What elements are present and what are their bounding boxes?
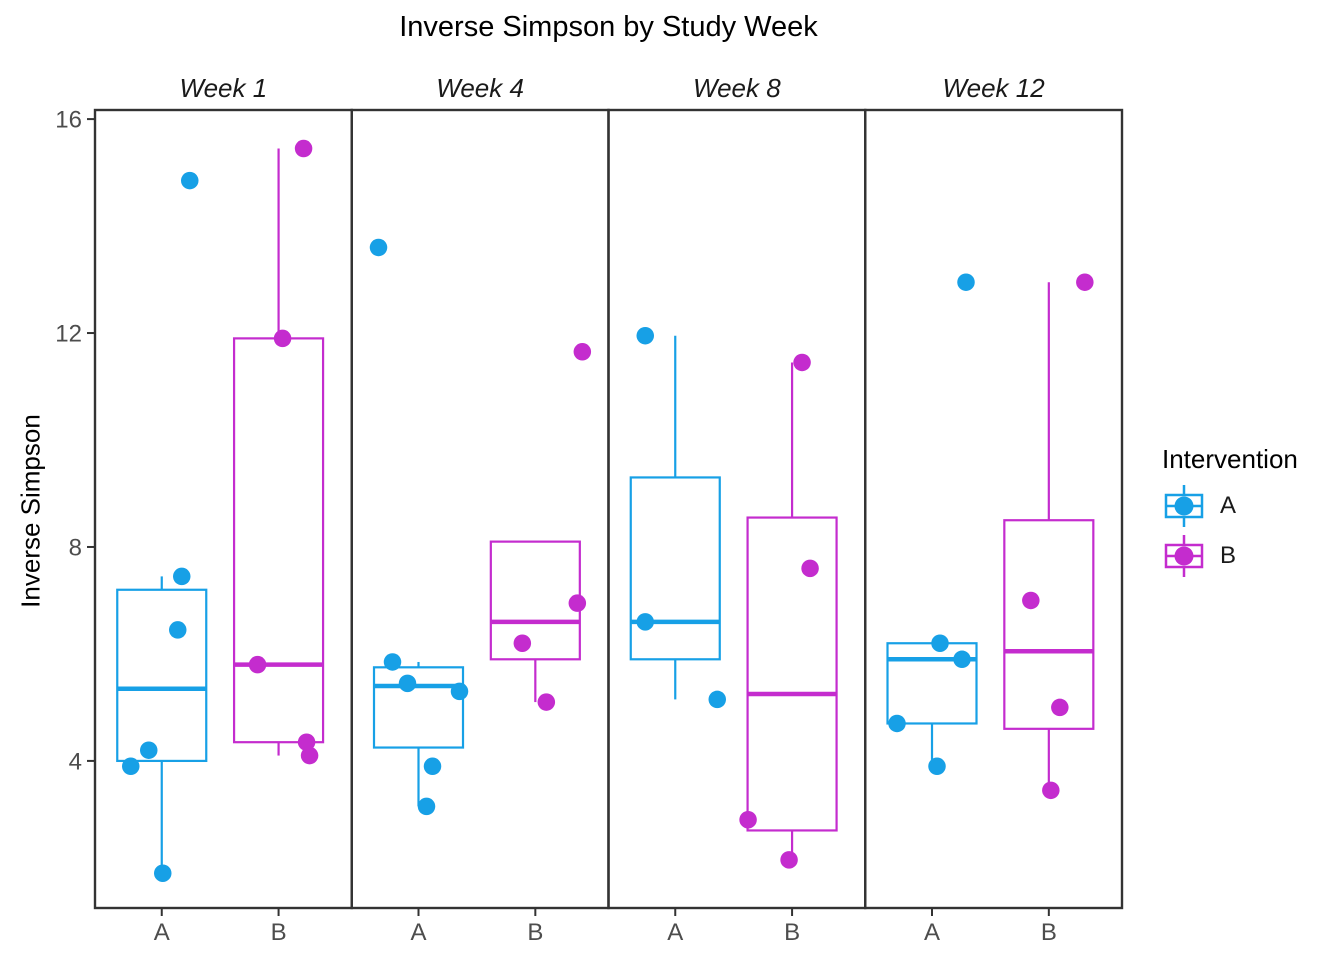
box — [116, 588, 208, 763]
legend-item-label: A — [1220, 492, 1237, 519]
legend-item-b: B — [1162, 533, 1298, 579]
jitter-point — [297, 733, 316, 751]
jitter-point — [537, 693, 556, 711]
jitter-point — [417, 797, 436, 816]
legend-title: Intervention — [1162, 444, 1298, 474]
y-axis-tick-label: 8 — [69, 534, 82, 561]
box — [232, 337, 325, 744]
jitter-point — [931, 634, 949, 652]
box — [372, 666, 465, 749]
jitter-point — [383, 653, 402, 671]
legend-point — [1174, 496, 1194, 516]
jitter-point — [888, 714, 906, 733]
jitter-point — [181, 171, 199, 190]
legend-key-svg — [1164, 535, 1204, 577]
jitter-point — [248, 655, 267, 674]
jitter-point — [1042, 781, 1060, 800]
jitter-point — [154, 864, 172, 882]
jitter-point — [957, 273, 975, 291]
x-axis-tick-label: A — [154, 919, 170, 946]
jitter-point — [1051, 698, 1069, 717]
jitter-point — [169, 621, 187, 639]
jitter-point — [801, 559, 819, 578]
facet-strip-label: Week 1 — [180, 73, 268, 103]
x-axis-tick-label: A — [667, 919, 683, 946]
jitter-point — [739, 810, 757, 829]
y-axis-tick-label: 16 — [55, 107, 82, 134]
box — [746, 516, 838, 832]
box — [489, 540, 581, 661]
y-axis-tick-label: 12 — [55, 321, 82, 348]
y-axis-tick-label: 4 — [69, 748, 82, 775]
jitter-point — [423, 757, 442, 776]
jitter-point — [573, 343, 592, 361]
legend-key-svg — [1164, 485, 1204, 527]
facet-strip-label: Week 4 — [436, 73, 524, 103]
jitter-point — [793, 353, 811, 372]
panel-border — [350, 108, 610, 910]
jitter-point — [173, 567, 191, 586]
facet-strip-label: Week 8 — [693, 73, 781, 103]
x-axis-tick-label: B — [784, 919, 800, 946]
chart-title: Inverse Simpson by Study Week — [399, 11, 818, 43]
x-axis-tick-label: A — [924, 919, 940, 946]
legend-item-a: A — [1162, 483, 1298, 529]
jitter-point — [300, 746, 319, 765]
jitter-point — [140, 741, 158, 759]
box — [1003, 519, 1095, 730]
jitter-point — [568, 594, 587, 612]
legend-boxplot-glyph-b — [1162, 533, 1206, 579]
jitter-point — [636, 613, 655, 631]
facet-strip-label: Week 12 — [943, 73, 1046, 103]
jitter-point — [1022, 591, 1040, 610]
jitter-point — [398, 674, 417, 693]
legend-boxplot-glyph-a — [1162, 483, 1206, 529]
jitter-point — [273, 329, 292, 348]
x-axis-tick-label: B — [1041, 919, 1057, 946]
jitter-point — [450, 682, 469, 701]
legend-point — [1174, 546, 1194, 566]
jitter-point — [294, 139, 313, 158]
x-axis-tick-label: B — [271, 919, 287, 946]
jitter-point — [928, 757, 946, 776]
jitter-point — [513, 634, 532, 652]
jitter-point — [636, 326, 655, 345]
legend: Intervention A B — [1162, 444, 1298, 579]
jitter-point — [1076, 273, 1094, 291]
jitter-point — [953, 650, 971, 669]
x-axis-tick-label: B — [527, 919, 543, 946]
jitter-point — [122, 757, 140, 776]
legend-item-label: B — [1220, 542, 1237, 569]
jitter-point — [780, 851, 798, 869]
box — [629, 476, 721, 661]
jitter-point — [369, 238, 388, 257]
panel-border — [864, 108, 1124, 910]
x-axis-tick-label: A — [410, 919, 426, 946]
jitter-point — [708, 690, 727, 709]
